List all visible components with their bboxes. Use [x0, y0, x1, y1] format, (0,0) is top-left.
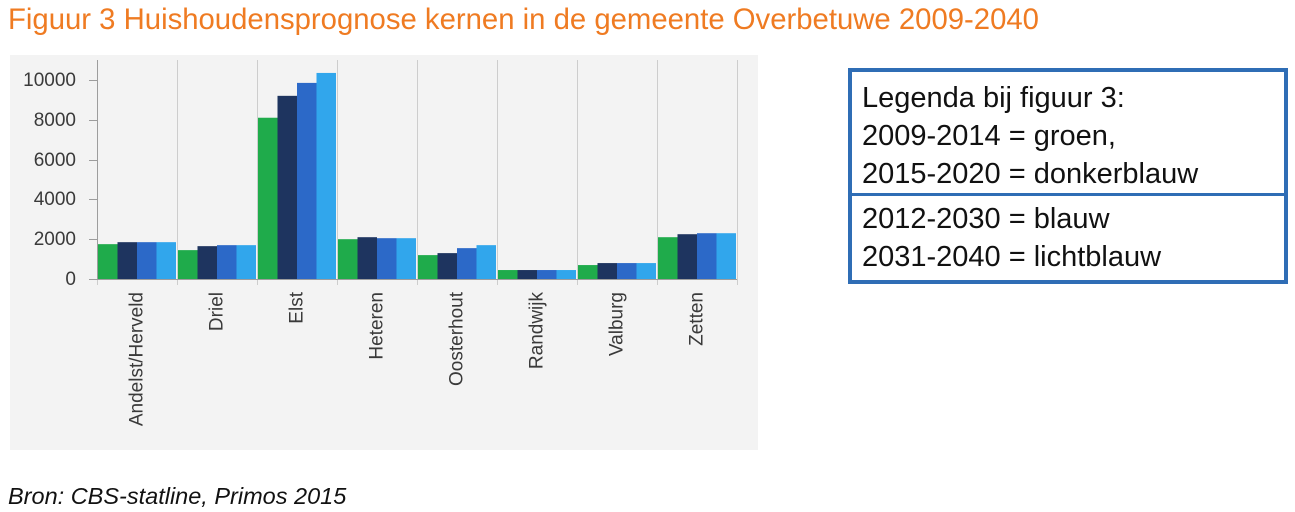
chart-area: 0 2000 4000 6000 8000 10000 Andelst/Herveld Dr… — [10, 55, 758, 450]
legend-heading: Legenda bij figuur 3: — [862, 82, 1125, 114]
category-label: Randwijk — [527, 292, 548, 370]
figure-title: Figuur 3 Huishoudensprognose kernen in d… — [8, 3, 1039, 36]
y-tick-label: 8000 — [34, 110, 76, 131]
legend-section-top: Legenda bij figuur 3: 2009-2014 = groen,… — [852, 72, 1284, 193]
bar — [396, 238, 416, 279]
legend-box: Legenda bij figuur 3: 2009-2014 = groen,… — [848, 68, 1288, 284]
bar — [357, 237, 377, 279]
bar — [517, 270, 537, 279]
bar — [578, 265, 598, 279]
bar — [137, 242, 157, 279]
bar — [476, 245, 496, 279]
gridlines — [97, 60, 738, 285]
bar — [277, 95, 297, 279]
bar — [297, 82, 317, 280]
category-label: Driel — [207, 292, 228, 331]
y-tick-label: 4000 — [34, 189, 76, 210]
bar — [457, 248, 477, 279]
legend-entry: 2031-2040 = lichtblauw — [862, 241, 1162, 273]
bar — [338, 239, 358, 279]
category-label: Oosterhout — [447, 291, 468, 386]
y-tick-label: 0 — [65, 269, 76, 290]
bar — [636, 263, 656, 279]
category-label: Zetten — [687, 292, 708, 346]
category-labels: Andelst/Herveld Driel Elst Heteren Oosterhou… — [127, 291, 708, 426]
y-tick-labels: 0 2000 4000 6000 8000 10000 — [23, 70, 76, 290]
source-note: Bron: CBS-statline, Primos 2015 — [8, 483, 347, 509]
bar — [498, 270, 518, 279]
bar — [236, 245, 256, 279]
bar — [117, 242, 137, 279]
y-tick-label: 2000 — [34, 229, 76, 250]
category-label: Elst — [287, 291, 308, 323]
bar — [697, 233, 717, 279]
bar — [258, 117, 278, 279]
bar — [377, 238, 397, 279]
bar — [716, 233, 736, 279]
bars — [98, 72, 736, 280]
legend-entry: 2015-2020 = donkerblauw — [862, 158, 1199, 190]
bar — [658, 237, 678, 279]
bar — [156, 242, 176, 279]
bar-chart: 0 2000 4000 6000 8000 10000 Andelst/Herveld Dr… — [23, 60, 738, 426]
bar — [418, 255, 438, 279]
category-label: Valburg — [607, 292, 628, 356]
category-label: Andelst/Herveld — [127, 292, 148, 426]
legend-section-bottom: 2012-2030 = blauw 2031-2040 = lichtblauw — [852, 193, 1284, 280]
bar — [556, 270, 576, 279]
bar — [597, 263, 617, 279]
bar — [316, 72, 336, 279]
bar — [537, 270, 557, 279]
legend-entry: 2012-2030 = blauw — [862, 203, 1110, 235]
bar — [617, 263, 637, 279]
y-tick-label: 10000 — [23, 70, 76, 91]
legend-entry: 2009-2014 = groen, — [862, 120, 1116, 152]
bar — [98, 244, 118, 279]
bar — [178, 250, 198, 279]
y-tick-label: 6000 — [34, 150, 76, 171]
bar — [437, 253, 457, 279]
bar — [677, 234, 697, 279]
category-label: Heteren — [367, 292, 388, 360]
axes — [89, 60, 737, 280]
bar — [197, 246, 217, 279]
bar — [217, 245, 237, 279]
